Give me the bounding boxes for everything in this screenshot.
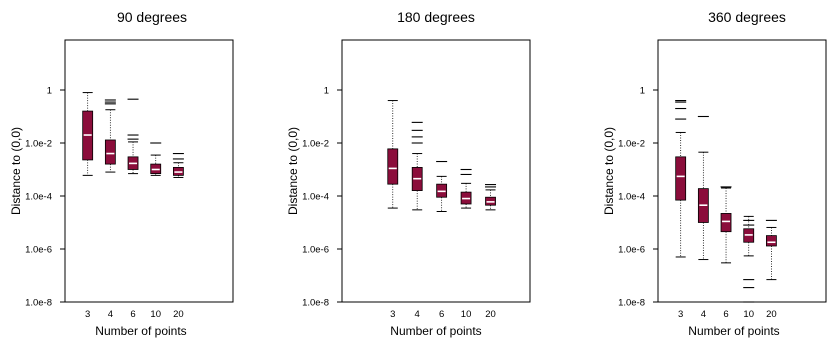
- y-tick-label: 1: [640, 86, 645, 97]
- box-iqr: [766, 235, 777, 247]
- y-tick-label: 1.0e-6: [302, 245, 329, 256]
- y-axis-label: Distance to (0,0): [602, 127, 616, 215]
- x-axis-label: Number of points: [688, 324, 779, 338]
- box-10: [743, 215, 755, 303]
- box-3: [82, 92, 94, 176]
- y-tick-label: 1.0e-2: [25, 139, 52, 150]
- box-iqr: [675, 156, 687, 201]
- chart-panel-3: 360 degrees 1 1.0e-2 1.0e-4 1.0e-6 1.0e-8 Dist…: [602, 9, 827, 338]
- x-tick-label: 4: [415, 309, 420, 320]
- chart-title: 360 degrees: [708, 9, 786, 25]
- x-tick-label: 20: [766, 309, 777, 320]
- y-tick-label: 1.0e-8: [302, 298, 329, 309]
- y-tick-label: 1.0e-6: [25, 245, 52, 256]
- box-4: [411, 121, 423, 211]
- box-6: [436, 160, 448, 213]
- x-tick-label: 4: [108, 309, 113, 320]
- x-axis-label: Number of points: [390, 324, 481, 338]
- box-4: [697, 115, 709, 261]
- y-tick-label: 1.0e-4: [25, 192, 52, 203]
- chart-title: 180 degrees: [397, 9, 475, 25]
- y-tick-label: 1.0e-2: [302, 139, 329, 150]
- chart-panel-1: 90 degrees 1 1.0e-2 1.0e-4 1.0e-6 1.0e-8 Dista…: [9, 9, 234, 338]
- x-axis-label: Number of points: [95, 324, 186, 338]
- box-iqr: [104, 139, 116, 165]
- box-10: [150, 142, 162, 176]
- box-20: [485, 184, 497, 211]
- y-tick-label: 1.0e-8: [25, 298, 52, 309]
- y-tick-label: 1.0e-2: [618, 139, 645, 150]
- x-tick-label: 6: [439, 309, 444, 320]
- box-6: [720, 186, 732, 264]
- box-10: [460, 168, 472, 209]
- chart-title: 90 degrees: [117, 9, 187, 25]
- x-tick-label: 6: [130, 309, 135, 320]
- x-tick-label: 3: [390, 309, 395, 320]
- x-tick-label: 20: [173, 309, 184, 320]
- x-tick-label: 3: [85, 309, 90, 320]
- x-tick-label: 10: [743, 309, 754, 320]
- plot-frame: [64, 39, 234, 303]
- y-tick-label: 1.0e-4: [302, 192, 329, 203]
- x-tick-label: 6: [723, 309, 728, 320]
- y-axis-label: Distance to (0,0): [9, 127, 23, 215]
- y-tick-label: 1.0e-8: [618, 298, 645, 309]
- plot-frame: [657, 39, 827, 303]
- box-3: [675, 99, 687, 258]
- box-iqr: [720, 213, 732, 233]
- y-tick-label: 1: [47, 86, 52, 97]
- chart-panel-2: 180 degrees 1 1.0e-2 1.0e-4 1.0e-6 1.0e-8 Dist…: [286, 9, 531, 338]
- y-tick-label: 1: [324, 86, 329, 97]
- box-6: [127, 98, 139, 175]
- y-tick-label: 1.0e-6: [618, 245, 645, 256]
- box-4: [104, 99, 116, 173]
- y-axis-label: Distance to (0,0): [286, 127, 300, 215]
- box-20: [172, 152, 184, 178]
- x-tick-label: 3: [678, 309, 683, 320]
- box-3: [387, 100, 399, 209]
- x-tick-label: 4: [701, 309, 706, 320]
- plot-frame: [341, 39, 531, 303]
- x-tick-label: 10: [150, 309, 161, 320]
- box-iqr: [387, 148, 399, 185]
- y-tick-label: 1.0e-4: [618, 192, 645, 203]
- x-tick-label: 10: [461, 309, 472, 320]
- box-20: [765, 219, 777, 281]
- x-tick-label: 20: [485, 309, 496, 320]
